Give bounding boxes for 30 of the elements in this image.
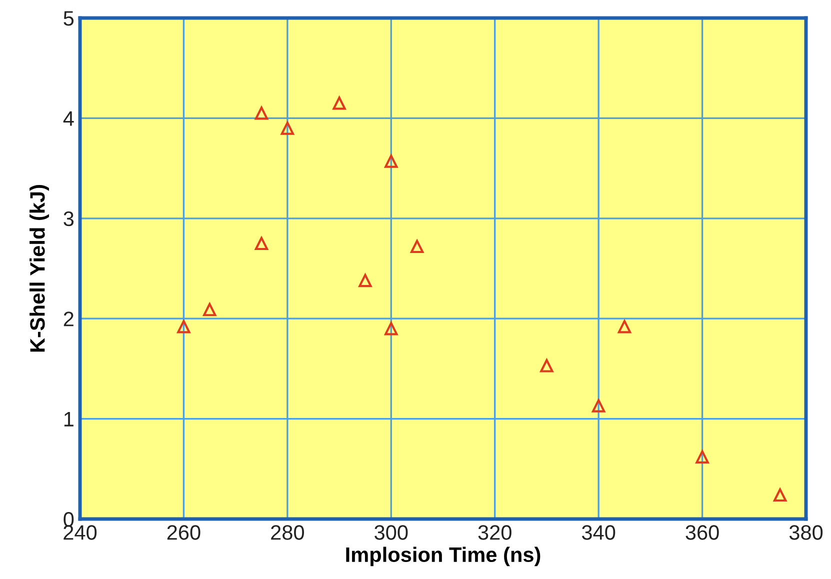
y-tick-label: 4 xyxy=(63,111,74,126)
y-tick-label: 5 xyxy=(64,11,74,26)
y-tick-label: 2 xyxy=(64,312,74,326)
y-tick-label: 1 xyxy=(64,412,74,426)
point xyxy=(773,488,787,502)
x-tick-label: 380 xyxy=(789,525,823,540)
x-tick-label: 300 xyxy=(374,525,408,540)
point xyxy=(254,236,268,250)
x-tick-label: 320 xyxy=(478,525,512,540)
x-tick-label: 240 xyxy=(64,525,97,540)
x-tick-label: 340 xyxy=(582,525,616,540)
point xyxy=(254,106,268,120)
x-tick-label: 280 xyxy=(271,525,304,540)
point xyxy=(177,320,190,334)
point xyxy=(618,320,632,334)
point xyxy=(540,359,554,372)
x-tick-label: 260 xyxy=(167,525,200,540)
y-tick-label: 3 xyxy=(64,211,74,226)
point xyxy=(410,240,424,254)
point xyxy=(696,450,709,464)
x-tick-label: 360 xyxy=(686,525,719,540)
point xyxy=(358,274,372,288)
point xyxy=(384,154,398,168)
x-axis-title: Implosion Time (ns) xyxy=(346,546,540,566)
point xyxy=(384,322,398,336)
y-axis-title: K-Shell Yield (kJ) xyxy=(30,185,49,352)
point xyxy=(203,302,216,316)
point xyxy=(332,96,346,110)
point xyxy=(592,399,606,412)
point xyxy=(280,122,294,135)
